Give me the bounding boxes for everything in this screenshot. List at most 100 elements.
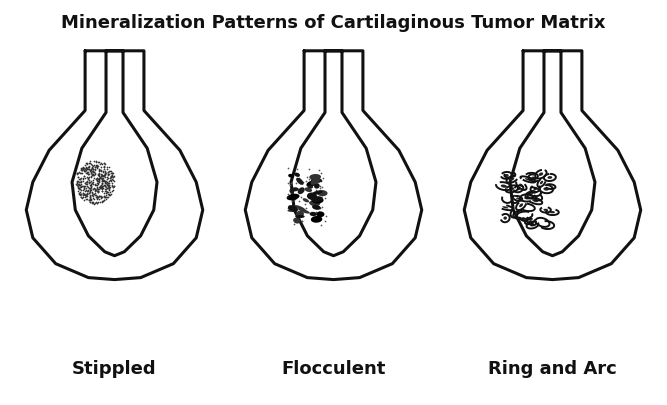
Ellipse shape bbox=[311, 197, 322, 202]
Point bbox=[95, 183, 105, 190]
Point bbox=[73, 188, 83, 195]
Point bbox=[73, 190, 84, 196]
Point bbox=[101, 192, 112, 198]
Ellipse shape bbox=[528, 194, 532, 197]
Point bbox=[99, 198, 109, 204]
Point bbox=[293, 198, 304, 205]
Point bbox=[99, 172, 110, 179]
Point bbox=[100, 182, 111, 189]
Point bbox=[77, 167, 87, 173]
Point bbox=[100, 188, 111, 194]
Point bbox=[84, 180, 95, 186]
Point bbox=[295, 181, 306, 187]
Point bbox=[313, 175, 324, 182]
Point bbox=[88, 169, 99, 176]
Point bbox=[92, 194, 103, 201]
Point bbox=[98, 191, 109, 197]
Point bbox=[104, 183, 115, 189]
Point bbox=[93, 187, 104, 193]
Point bbox=[73, 185, 83, 192]
Point bbox=[88, 168, 99, 175]
Point bbox=[87, 179, 98, 186]
Point bbox=[85, 182, 96, 188]
Point bbox=[85, 194, 95, 201]
Point bbox=[99, 194, 110, 201]
Point bbox=[81, 162, 92, 168]
Point bbox=[293, 171, 303, 178]
Point bbox=[82, 181, 93, 188]
Point bbox=[289, 221, 299, 228]
Point bbox=[105, 168, 116, 175]
Point bbox=[95, 185, 105, 191]
Ellipse shape bbox=[532, 177, 536, 180]
Point bbox=[102, 182, 113, 189]
Point bbox=[80, 180, 91, 187]
Point bbox=[97, 180, 107, 187]
Point bbox=[109, 178, 120, 185]
Point bbox=[90, 160, 101, 166]
Ellipse shape bbox=[504, 217, 507, 220]
Point bbox=[91, 188, 101, 194]
Text: Mineralization Patterns of Cartilaginous Tumor Matrix: Mineralization Patterns of Cartilaginous… bbox=[61, 14, 606, 32]
Point bbox=[317, 193, 327, 199]
Ellipse shape bbox=[510, 179, 514, 181]
Point bbox=[75, 177, 85, 183]
Point bbox=[79, 186, 89, 193]
Ellipse shape bbox=[530, 224, 535, 227]
Point bbox=[73, 171, 83, 177]
Point bbox=[99, 164, 109, 171]
Point bbox=[71, 171, 82, 178]
Point bbox=[91, 158, 102, 165]
Point bbox=[93, 172, 104, 179]
Point bbox=[102, 167, 113, 173]
Point bbox=[96, 193, 107, 200]
Point bbox=[71, 181, 81, 188]
Point bbox=[98, 177, 109, 183]
Point bbox=[89, 167, 100, 173]
Point bbox=[287, 198, 297, 205]
Ellipse shape bbox=[294, 206, 305, 211]
Point bbox=[101, 180, 111, 187]
Point bbox=[83, 191, 94, 197]
Point bbox=[88, 192, 99, 198]
Ellipse shape bbox=[519, 204, 523, 208]
Point bbox=[75, 170, 86, 177]
Point bbox=[72, 174, 83, 181]
Ellipse shape bbox=[303, 199, 309, 203]
Point bbox=[75, 179, 86, 185]
Point bbox=[82, 178, 93, 184]
Ellipse shape bbox=[311, 216, 322, 223]
Point bbox=[81, 188, 91, 194]
Point bbox=[108, 173, 119, 180]
Point bbox=[93, 177, 104, 183]
Point bbox=[85, 170, 96, 176]
Point bbox=[79, 167, 89, 173]
Point bbox=[311, 181, 321, 187]
Point bbox=[80, 168, 91, 175]
Point bbox=[91, 166, 102, 172]
Point bbox=[85, 194, 95, 201]
Point bbox=[320, 214, 331, 220]
Point bbox=[71, 182, 82, 189]
Point bbox=[87, 165, 98, 172]
Point bbox=[79, 181, 90, 187]
Point bbox=[103, 185, 114, 192]
Point bbox=[103, 164, 114, 171]
Point bbox=[292, 173, 303, 179]
Point bbox=[95, 164, 106, 171]
Point bbox=[99, 173, 109, 179]
Point bbox=[89, 182, 100, 188]
Point bbox=[88, 169, 99, 176]
Point bbox=[77, 179, 88, 185]
Point bbox=[86, 173, 97, 180]
Point bbox=[99, 180, 110, 186]
Point bbox=[76, 175, 87, 182]
Point bbox=[87, 190, 97, 197]
Point bbox=[97, 185, 107, 192]
Point bbox=[84, 199, 95, 205]
Point bbox=[101, 164, 112, 171]
Point bbox=[92, 182, 103, 189]
Point bbox=[92, 188, 103, 194]
Point bbox=[87, 180, 97, 187]
Point bbox=[103, 189, 114, 196]
